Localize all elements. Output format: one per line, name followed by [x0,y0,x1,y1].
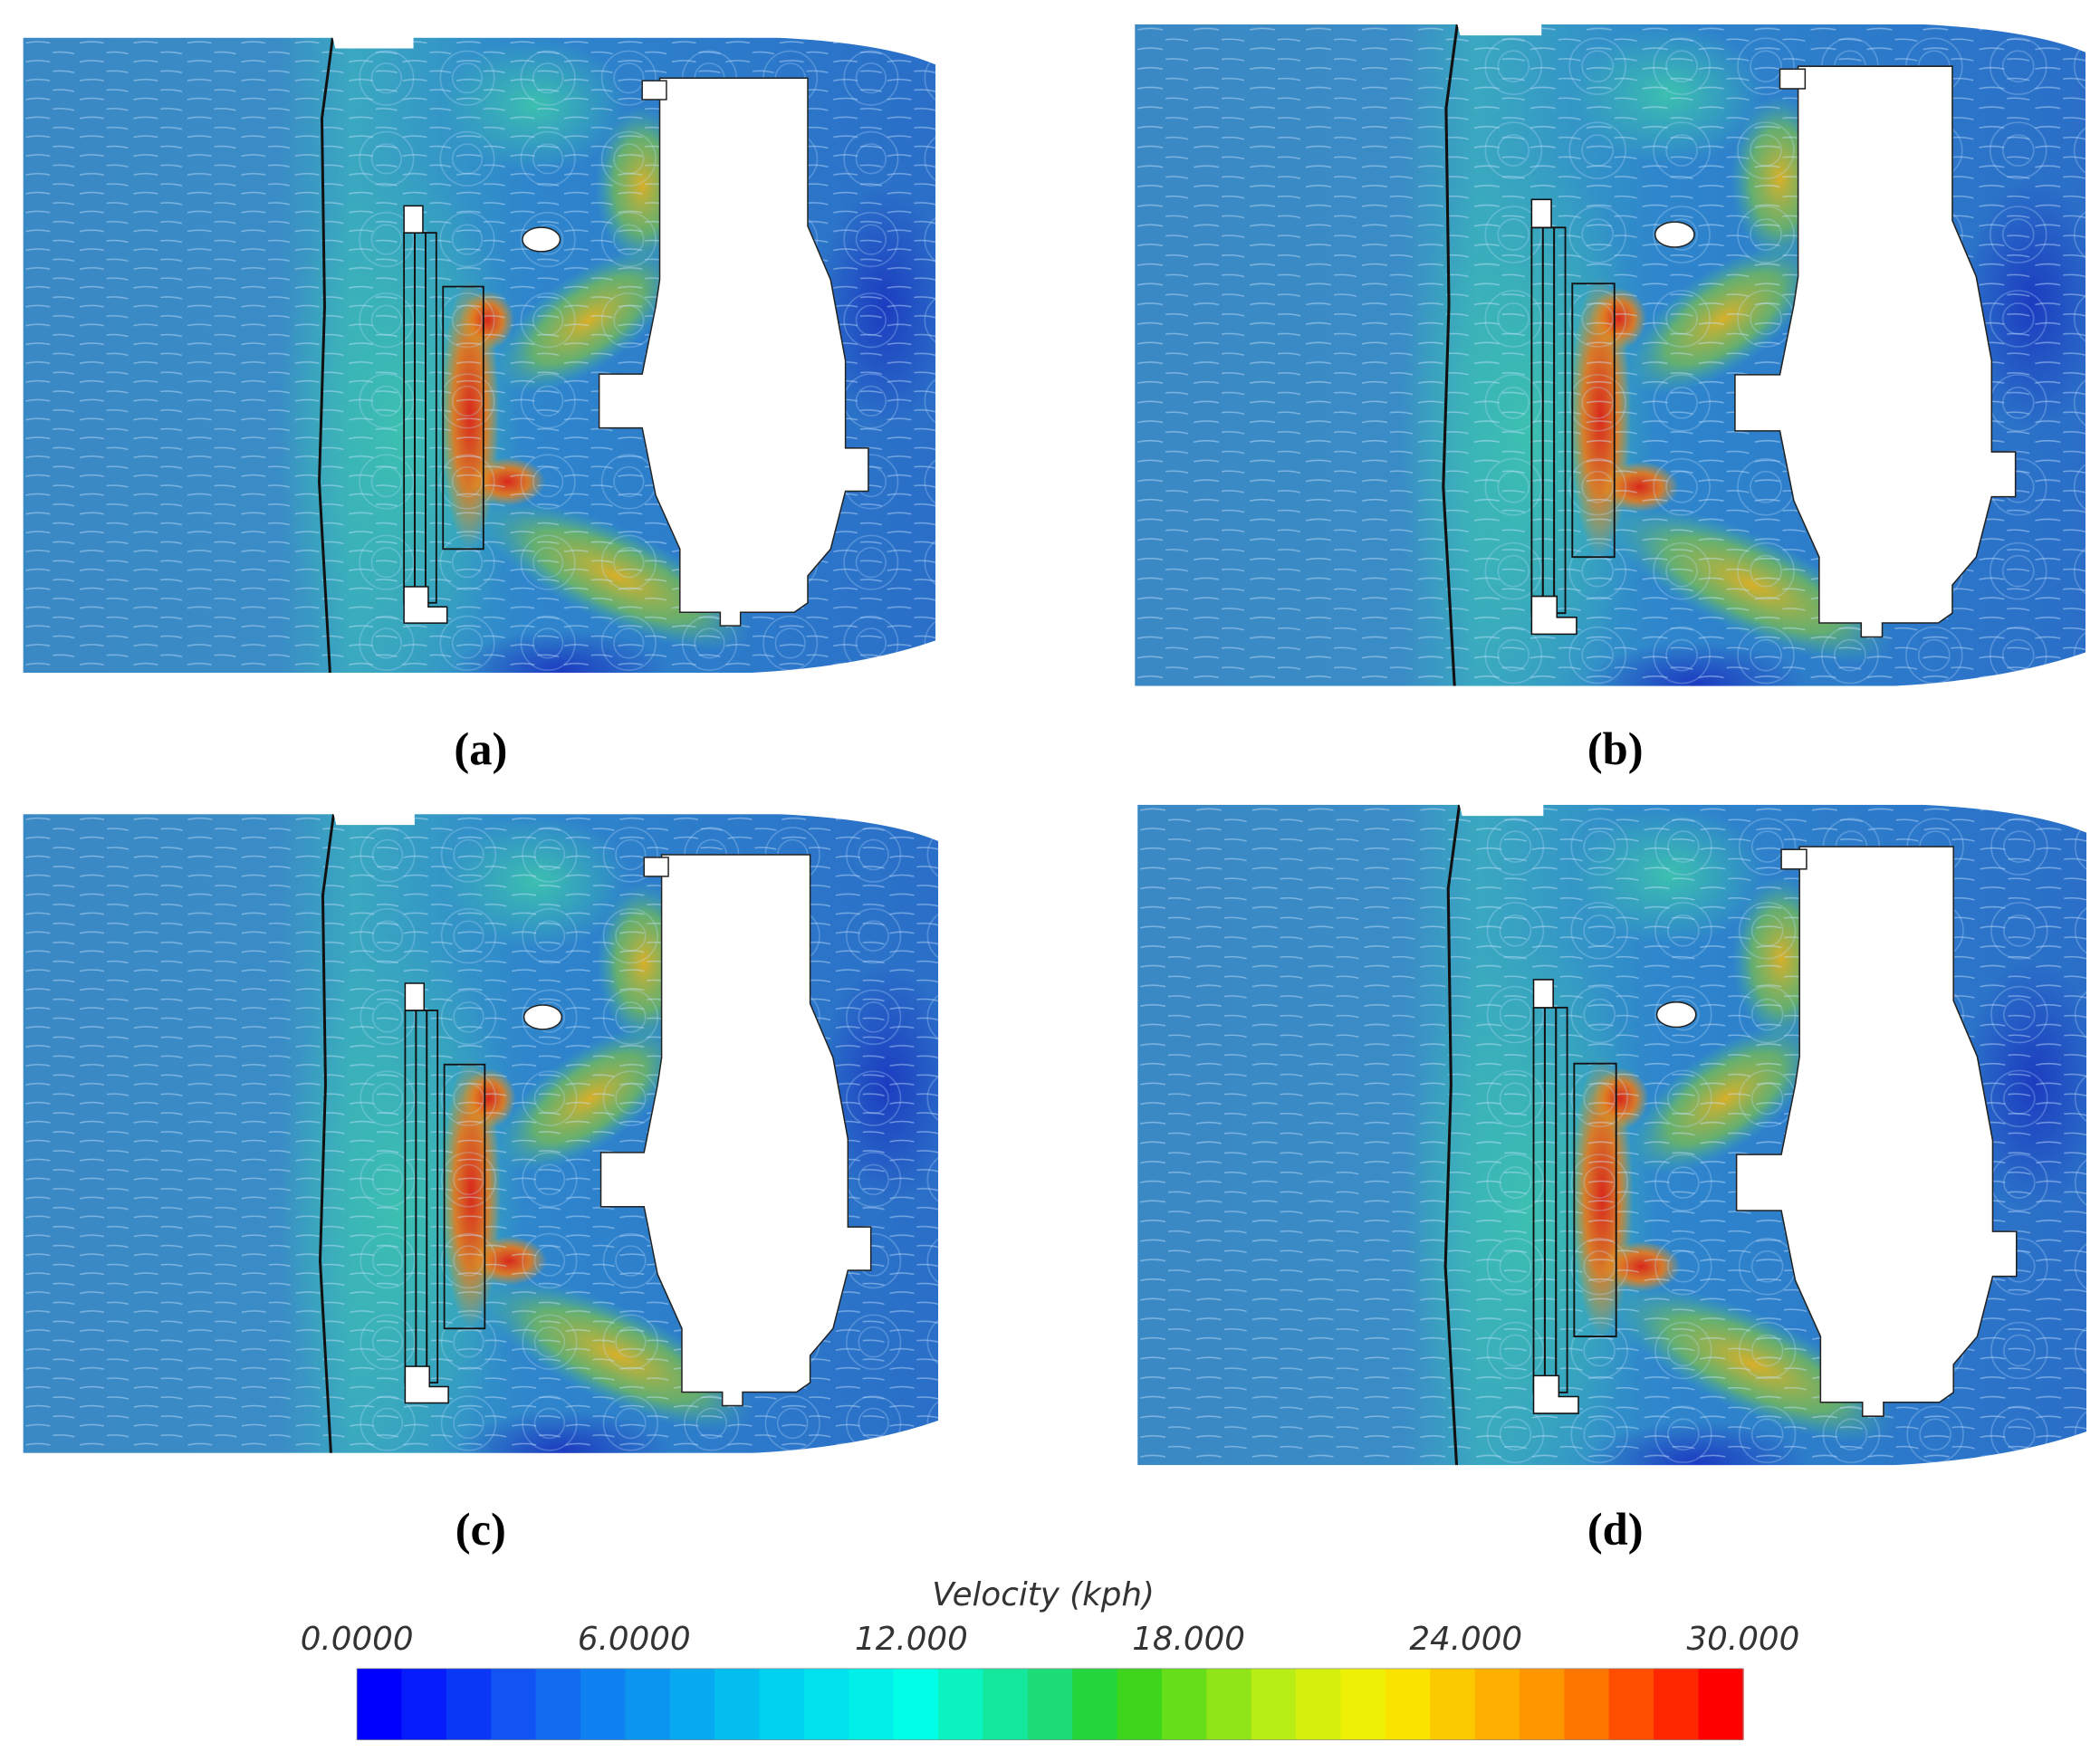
colorbar-segment [714,1668,761,1740]
colorbar-segment [1698,1668,1744,1740]
colorbar-segment [938,1668,984,1740]
colorbar-tick-label: 6.0000 [578,1621,691,1658]
panel-label: (a) [454,723,507,774]
colorbar-segment [446,1668,493,1740]
colorbar-segment [1206,1668,1252,1740]
panel-label: (c) [455,1504,506,1555]
colorbar-segment [1251,1668,1297,1740]
colorbar-segment [357,1668,403,1740]
colorbar-segment [1519,1668,1566,1740]
colorbar-segment [401,1668,447,1740]
colorbar-segment [759,1668,805,1740]
colorbar-segment [491,1668,537,1740]
colorbar-tick-label: 12.000 [855,1621,968,1658]
colorbar-segment [1608,1668,1654,1740]
flow-panel [24,38,952,711]
colorbar-segment [1117,1668,1163,1740]
colorbar-segment [849,1668,895,1740]
flow-panel [1135,24,2100,725]
colorbar-segment [1430,1668,1476,1740]
colorbar-segment [580,1668,627,1740]
colorbar-segment [1072,1668,1118,1740]
colorbar-tick-label: 24.000 [1409,1621,1522,1658]
colorbar-segment [1564,1668,1610,1740]
colorbar: 0.0000 6.0000 12.000 18.000 24.000 30.000 [301,1621,1799,1740]
flow-panel [1137,805,2100,1505]
colorbar-segment [1296,1668,1342,1740]
colorbar-segment [1340,1668,1386,1740]
colorbar-segment [1027,1668,1073,1740]
colorbar-segment [1654,1668,1700,1740]
colorbar-segment [669,1668,715,1740]
colorbar-segment [1385,1668,1431,1740]
colorbar-segment [893,1668,939,1740]
panel-label: (d) [1587,1504,1644,1555]
colorbar-tick-label: 18.000 [1132,1621,1245,1658]
colorbar-tick-label: 0.0000 [301,1621,414,1658]
colorbar-frame [356,1668,1744,1740]
colorbar-segment [1161,1668,1208,1740]
colorbar-segment [983,1668,1029,1740]
colorbar-segment [1474,1668,1520,1740]
colorbar-segment [803,1668,850,1740]
colorbar-segment [625,1668,671,1740]
colorbar-tick-label: 30.000 [1686,1621,1799,1658]
panel-label: (b) [1587,723,1644,774]
colorbar-title: Velocity (kph) [932,1576,1155,1613]
flow-panel [24,814,955,1491]
colorbar-segment [535,1668,581,1740]
